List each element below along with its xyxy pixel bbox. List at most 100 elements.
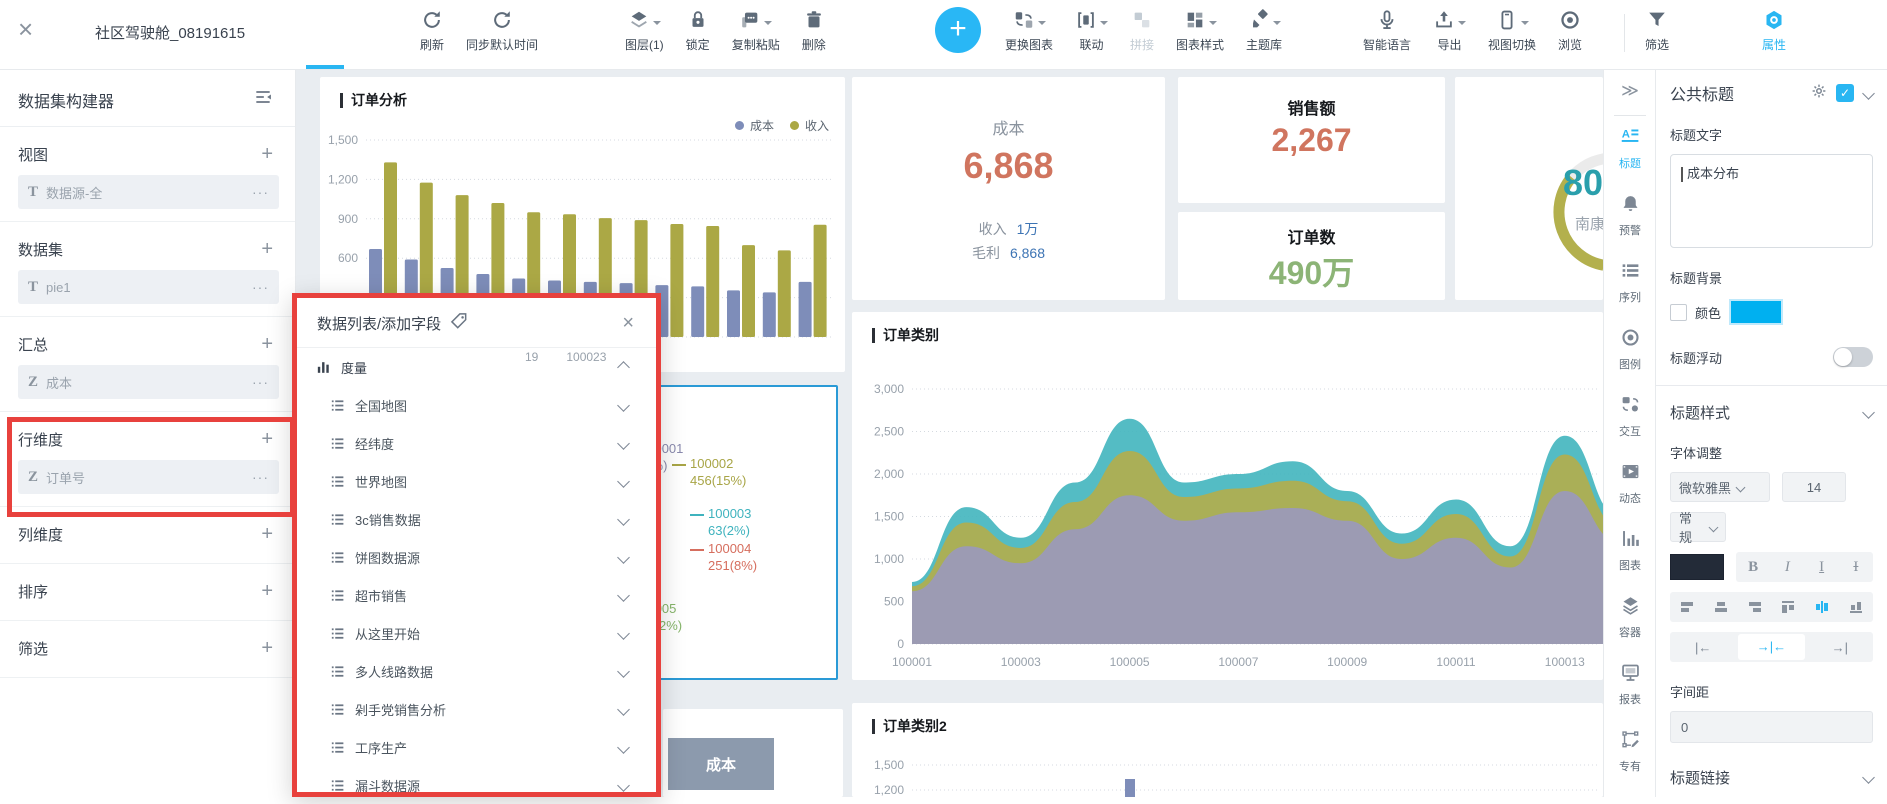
field-pill[interactable]: Z 成本 ··· [18,365,279,399]
strip-tab-标题[interactable]: A 标题 [1619,126,1641,171]
field-list-item[interactable]: 超市销售 [297,576,656,614]
field-list-item[interactable]: 多人线路数据 [297,652,656,690]
letter-spacing-input[interactable]: 0 [1670,711,1873,743]
chevron-down-icon[interactable] [617,626,630,640]
sales-kpi-card[interactable]: 销售额 2,267 [1178,77,1445,203]
strikethrough-button[interactable]: I [1853,558,1859,575]
legend-item[interactable]: 成本 [734,117,774,134]
field-list-item[interactable]: 饼图数据源 [297,538,656,576]
strip-tab-专有[interactable]: 专有 [1619,729,1641,774]
toolbar-button-swap-chart[interactable]: 更换图表 [1005,7,1053,53]
italic-button[interactable]: I [1784,558,1790,575]
add-field-icon[interactable]: + [261,332,273,355]
order-category-card[interactable]: 订单类别 0 500 1,000 1,500 2,000 2,500 3,000 100001… [852,312,1603,680]
dialog-close-icon[interactable]: × [622,312,634,334]
gear-icon[interactable] [1810,82,1828,105]
add-field-icon[interactable]: + [261,522,273,545]
more-icon[interactable]: ··· [252,469,269,485]
bg-color-swatch[interactable] [1729,299,1784,325]
chevron-down-icon[interactable] [617,740,630,754]
chevron-down-icon[interactable] [617,474,630,488]
title-text-input[interactable]: 成本分布 [1670,154,1873,248]
chart-legend[interactable]: 成本 收入 [734,117,829,134]
strip-tab-序列[interactable]: 序列 [1619,260,1641,305]
add-field-icon[interactable]: + [261,237,273,260]
chevron-down-icon[interactable] [617,398,630,412]
toolbar-button-export[interactable]: 导出 [1433,7,1467,53]
field-list-item[interactable]: 世界地图 [297,462,656,500]
strip-tab-容器[interactable]: 容器 [1619,595,1641,640]
align-left-button[interactable]: |← [1694,639,1712,655]
font-weight-select[interactable]: 常规 [1670,511,1726,545]
align-top-icon[interactable] [1670,599,1704,615]
chevron-down-icon[interactable] [617,512,630,526]
align-left-icon[interactable] [1771,599,1805,615]
field-pill[interactable]: Z 订单号 ··· [18,460,279,494]
toolbar-button-sync-time[interactable]: 同步默认时间 [466,7,538,53]
chevron-down-icon[interactable] [617,436,630,450]
close-icon[interactable]: × [18,14,34,44]
field-pill[interactable]: T 数据源-全 ··· [18,175,279,209]
cost-kpi-card[interactable]: 成本 6,868 收入 1万 毛利 6,868 [852,77,1165,300]
strip-tab-报表[interactable]: 报表 [1619,662,1641,707]
chevron-up-icon[interactable] [617,360,630,374]
underline-button[interactable]: I [1819,558,1825,575]
toolbar-button-copy-paste[interactable]: 复制粘贴 [732,7,780,53]
chevron-down-icon[interactable] [617,778,630,792]
strip-tab-预警[interactable]: 预警 [1619,193,1641,238]
font-family-select[interactable]: 微软雅黑 [1670,472,1770,502]
toolbar-button-delete[interactable]: 删除 [802,7,826,53]
more-icon[interactable]: ··· [252,374,269,390]
align-baseline-icon[interactable] [1839,599,1873,615]
toolbar-button-linkage[interactable]: 联动 [1075,7,1109,53]
toolbar-button-device[interactable]: 视图切换 [1488,7,1536,53]
field-list-item[interactable]: 剁手党销售分析 [297,690,656,728]
bold-button[interactable]: B [1748,558,1759,575]
title-enabled-checkbox[interactable]: ✓ [1836,84,1854,102]
strip-tab-动态[interactable]: 动态 [1619,461,1641,506]
field-list-item[interactable]: 漏斗数据源 [297,766,656,804]
align-middle-icon[interactable] [1704,599,1738,615]
field-list-item[interactable]: 度量 [297,348,656,386]
bg-color-checkbox[interactable] [1670,303,1687,321]
field-list-dialog[interactable]: 数据列表/添加字段 × 度量 全国地图 经纬度 世界地图 3c销售数据 饼图数据源 超市销售… [292,293,661,797]
align-center-button[interactable]: →|← [1738,634,1805,660]
field-list-item[interactable]: 工序生产 [297,728,656,766]
strip-tab-图表[interactable]: 图表 [1619,528,1641,573]
field-list-item[interactable]: 从这里开始 [297,614,656,652]
add-field-icon[interactable]: + [261,142,273,165]
chevron-down-icon[interactable] [617,550,630,564]
align-right-button[interactable]: →| [1831,639,1849,655]
more-icon[interactable]: ··· [252,279,269,295]
align-center-icon[interactable] [1805,599,1839,615]
collapse-panel-icon[interactable] [253,87,273,112]
toolbar-button-refresh[interactable]: 刷新 [420,7,444,53]
gauge-card[interactable]: 80 南康 [1455,77,1603,300]
toolbar-button-eye[interactable]: 浏览 [1558,7,1582,53]
font-color-swatch[interactable] [1670,554,1724,580]
toolbar-button-filter[interactable]: 筛选 [1645,7,1669,53]
strip-tab-图例[interactable]: 图例 [1619,327,1641,372]
more-icon[interactable]: ··· [252,184,269,200]
toolbar-button-chart-style[interactable]: 图表样式 [1176,7,1224,53]
order-category2-card[interactable]: 订单类别2 1,500 1,200 [852,703,1603,797]
title-float-toggle[interactable] [1833,347,1873,367]
add-field-icon[interactable]: + [261,579,273,602]
add-component-button[interactable]: + [935,7,981,53]
orders-kpi-card[interactable]: 订单数 490万 [1178,212,1445,300]
field-list-item[interactable]: 3c销售数据 [297,500,656,538]
field-list-item[interactable]: 全国地图 [297,386,656,424]
chevron-down-icon[interactable] [1862,406,1875,419]
chevron-down-icon[interactable] [617,702,630,716]
toolbar-button-mic[interactable]: 智能语言 [1363,7,1411,53]
add-field-icon[interactable]: + [261,427,273,450]
toolbar-button-theme[interactable]: 主题库 [1246,7,1282,53]
strip-tab-交互[interactable]: 交互 [1619,394,1641,439]
field-list-item[interactable]: 经纬度 [297,424,656,462]
chevron-down-icon[interactable] [617,664,630,678]
collapse-strip-icon[interactable]: ≫ [1621,81,1639,100]
font-size-input[interactable]: 14 [1782,472,1846,502]
toolbar-button-lock[interactable]: 锁定 [686,7,710,53]
toolbar-button-property[interactable]: 属性 [1762,7,1786,53]
